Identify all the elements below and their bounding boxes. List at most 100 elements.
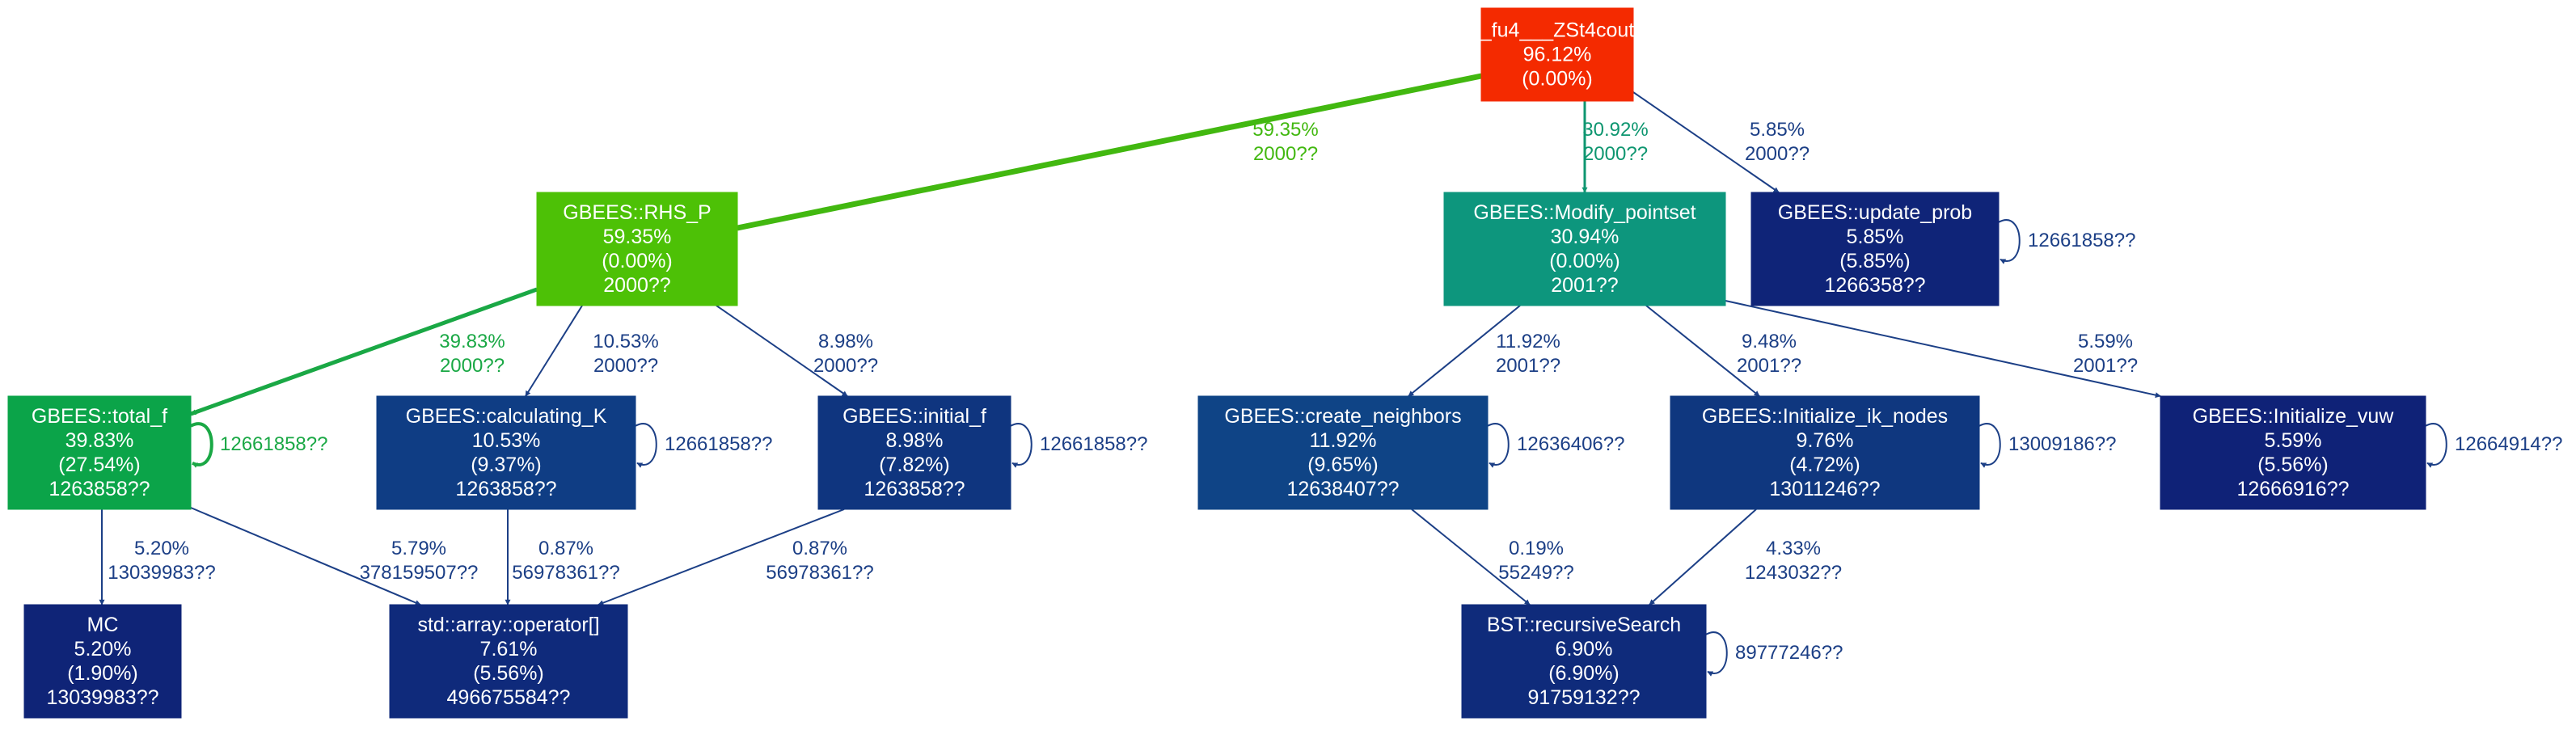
edge-rhs-p-to-total-f: 39.83% 2000?? <box>190 287 538 416</box>
edge-calls-label: 55249?? <box>1498 562 1573 584</box>
edge-percent-label: 10.53% <box>593 331 658 352</box>
edge-percent-label: 5.85% <box>1750 119 1805 141</box>
node-self-percent: (5.56%) <box>473 662 544 685</box>
node-call-count: 1266358?? <box>1824 274 1925 297</box>
edge-percent-label: 0.87% <box>792 538 847 559</box>
node-function-name: _fu4___ZSt4cout <box>1480 19 1634 42</box>
edge-calls-label: 2001?? <box>1737 355 1801 377</box>
self-loop-arrow <box>2425 423 2447 468</box>
self-loop-calls-label: 12636406?? <box>1517 433 1624 455</box>
self-loop-bst: 89777246?? <box>1705 631 1843 677</box>
self-loop-calls-label: 12661858?? <box>2028 230 2135 251</box>
edge-line <box>737 73 1482 231</box>
node-init-ik-nodes[interactable]: GBEES::Initialize_ik_nodes9.76%(4.72%)13… <box>1670 395 1980 510</box>
edge-calls-label: 2000?? <box>1583 143 1648 165</box>
self-loop-arrow <box>1487 423 1510 468</box>
node-total-f[interactable]: GBEES::total_f39.83%(27.54%)1263858?? <box>7 395 192 510</box>
self-loop-calls-label: 12664914?? <box>2455 433 2562 455</box>
node-function-name: GBEES::Initialize_ik_nodes <box>1702 405 1948 428</box>
edge-modify-pointset-to-init-ik-nodes: 9.48% 2001?? <box>1645 305 1801 397</box>
node-call-count: 2001?? <box>1551 274 1618 297</box>
node-bst[interactable]: BST::recursiveSearch6.90%(6.90%)91759132… <box>1461 604 1707 719</box>
node-call-count: 1263858?? <box>49 478 150 500</box>
node-initial-f[interactable]: GBEES::initial_f8.98%(7.82%)1263858?? <box>817 395 1011 510</box>
node-call-count: 1263858?? <box>455 478 556 500</box>
node-self-percent: (0.00%) <box>602 250 673 272</box>
edge-modify-pointset-to-create-neighbors: 11.92% 2001?? <box>1408 305 1560 397</box>
node-box <box>817 395 1011 510</box>
node-total-percent: 10.53% <box>472 429 541 452</box>
node-box <box>536 192 738 306</box>
node-self-percent: (6.90%) <box>1548 662 1620 685</box>
edge-line <box>1645 305 1760 397</box>
edge-create-neighbors-to-bst: 0.19% 55249?? <box>1411 508 1574 606</box>
node-function-name: GBEES::calculating_K <box>406 405 607 428</box>
node-box <box>7 395 192 510</box>
node-mc[interactable]: MC5.20%(1.90%)13039983?? <box>23 604 182 719</box>
edge-calls-label: 2001?? <box>2073 355 2138 377</box>
edge-calls-label: 378159507?? <box>360 562 479 584</box>
node-array-op[interactable]: std::array::operator[]7.61%(5.56%)496675… <box>389 604 628 719</box>
node-box <box>1461 604 1707 719</box>
node-total-percent: 7.61% <box>480 638 538 660</box>
node-init-vuw[interactable]: GBEES::Initialize_vuw5.59%(5.56%)1266691… <box>2160 395 2426 510</box>
node-call-count: 13039983?? <box>46 686 158 709</box>
edge-percent-label: 0.87% <box>538 538 593 559</box>
self-loop-arrow <box>1010 423 1033 468</box>
edge-fu4-to-modify-pointset: 30.92%2000?? <box>1581 101 1649 193</box>
edge-percent-label: 0.19% <box>1509 538 1564 559</box>
node-total-percent: 6.90% <box>1556 638 1613 660</box>
node-self-percent: (0.00%) <box>1522 68 1593 91</box>
edge-calls-label: 2000?? <box>1253 143 1318 165</box>
edge-calls-label: 1243032?? <box>1745 562 1842 584</box>
node-total-percent: 11.92% <box>1310 429 1377 452</box>
edge-calls-label: 56978361?? <box>766 562 873 584</box>
edge-init-ik-nodes-to-bst: 4.33% 1243032?? <box>1649 508 1842 606</box>
self-loop-initial-f: 12661858?? <box>1010 423 1147 468</box>
self-loop-arrow <box>1978 423 2001 468</box>
node-call-count: 12666916?? <box>2236 478 2349 500</box>
self-loop-layer: 12661858?? 12661858?? 12661858?? 12661858??… <box>190 219 2562 677</box>
self-loop-arrow <box>635 423 657 468</box>
edge-total-f-to-array-op: 5.79% 378159507?? <box>190 507 479 606</box>
edge-calls-label: 2000?? <box>593 355 658 377</box>
node-function-name: GBEES::update_prob <box>1778 201 1972 224</box>
node-function-name: GBEES::RHS_P <box>563 201 711 224</box>
edge-line <box>598 508 845 606</box>
edge-percent-label: 5.20% <box>134 538 189 559</box>
node-function-name: GBEES::Modify_pointset <box>1473 201 1696 224</box>
self-loop-calls-label: 13009186?? <box>2008 433 2116 455</box>
edge-percent-label: 39.83% <box>439 331 505 352</box>
edge-line <box>1725 300 2161 399</box>
node-function-name: GBEES::initial_f <box>842 405 986 428</box>
node-self-percent: (9.65%) <box>1307 454 1379 476</box>
node-total-percent: 8.98% <box>886 429 944 452</box>
node-self-percent: (5.56%) <box>2257 454 2329 476</box>
edge-fu4-to-rhs-p: 59.35%2000?? <box>737 73 1482 231</box>
edge-calls-label: 2001?? <box>1496 355 1560 377</box>
node-rhs-p[interactable]: GBEES::RHS_P59.35%(0.00%)2000?? <box>536 192 738 306</box>
node-call-count: 13011246?? <box>1769 478 1880 500</box>
node-function-name: MC <box>87 614 119 636</box>
edge-percent-label: 30.92% <box>1582 119 1648 141</box>
edge-line <box>190 507 421 606</box>
node-modify-pointset[interactable]: GBEES::Modify_pointset30.94%(0.00%)2001?… <box>1443 192 1726 306</box>
edge-calls-label: 2000?? <box>1745 143 1810 165</box>
edge-line <box>525 305 583 397</box>
edge-percent-label: 59.35% <box>1252 119 1318 141</box>
edge-percent-label: 5.59% <box>2078 331 2133 352</box>
edge-percent-label: 9.48% <box>1742 331 1797 352</box>
edge-calls-label: 2000?? <box>440 355 505 377</box>
self-loop-calculating-k: 12661858?? <box>635 423 772 468</box>
node-create-neighbors[interactable]: GBEES::create_neighbors11.92%(9.65%)1263… <box>1197 395 1489 510</box>
edge-fu4-to-update-prob: 5.85%2000?? <box>1632 91 1810 193</box>
edge-initial-f-to-array-op: 0.87% 56978361?? <box>598 508 874 606</box>
node-self-percent: (27.54%) <box>58 454 140 476</box>
edge-calculating-k-to-array-op: 0.87% 56978361?? <box>505 509 620 606</box>
node-calculating-k[interactable]: GBEES::calculating_K10.53%(9.37%)1263858… <box>376 395 636 510</box>
edge-calls-label: 56978361?? <box>512 562 619 584</box>
node-box <box>2160 395 2426 510</box>
